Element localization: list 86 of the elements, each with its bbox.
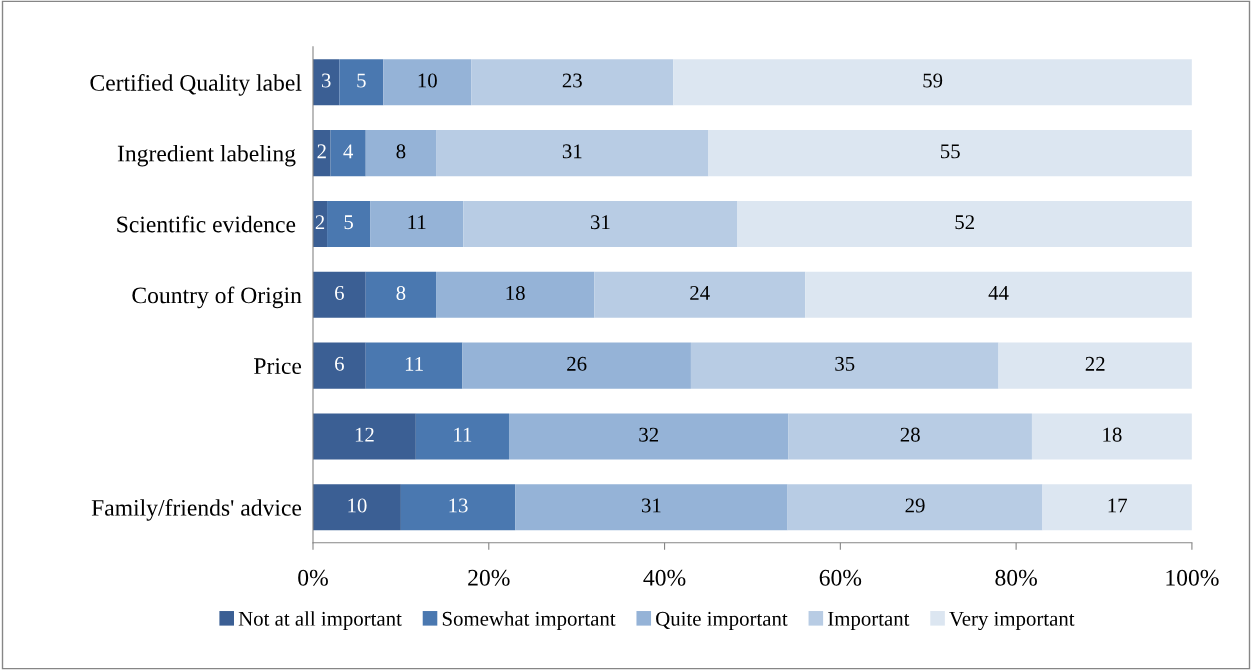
data-label: 52	[955, 215, 974, 230]
data-label: 11	[408, 215, 426, 229]
data-label: 23	[562, 73, 582, 88]
x-tick-label: 20%	[468, 569, 510, 586]
bar	[330, 130, 366, 177]
bar	[708, 130, 1192, 177]
bar	[690, 342, 999, 389]
x-tick-label: 0%	[298, 569, 328, 586]
legend-label: Somewhat important	[442, 611, 616, 631]
data-label: 11	[454, 427, 472, 442]
data-label: 4	[343, 144, 354, 159]
data-label: 5	[357, 73, 366, 88]
y-tick-label: Price	[254, 358, 302, 375]
legend-label: Quite important	[656, 611, 788, 631]
x-tick-label: 80%	[995, 569, 1037, 586]
bar	[805, 271, 1192, 318]
bar	[313, 59, 340, 106]
data-label: 13	[449, 498, 468, 513]
legend-label: Very important	[949, 611, 1075, 631]
bar	[365, 342, 463, 389]
data-label: 44	[988, 286, 1009, 300]
bar	[1042, 484, 1192, 531]
data-label: 31	[641, 498, 661, 513]
data-label: 6	[335, 356, 344, 371]
data-label: 26	[567, 356, 587, 371]
data-label: 28	[900, 427, 920, 442]
data-label: 10	[418, 73, 437, 88]
y-tick-label: Family/friends' advice	[91, 498, 302, 521]
bar	[998, 342, 1192, 389]
bar	[313, 484, 401, 531]
data-label: 3	[321, 73, 331, 88]
x-tick-label: 60%	[819, 569, 862, 586]
data-label: 11	[405, 356, 423, 371]
bar	[594, 271, 806, 318]
bar	[365, 271, 437, 318]
data-label: 35	[835, 356, 855, 371]
data-label: 8	[396, 144, 406, 159]
bar	[463, 200, 738, 247]
bar	[400, 484, 516, 531]
bar	[462, 342, 691, 389]
y-tick-label: Ingredient labeling	[117, 144, 296, 167]
x-tick-label: 100%	[1166, 569, 1219, 586]
data-label: 24	[690, 286, 710, 300]
bar	[1031, 413, 1192, 460]
y-tick-label: Certified Quality label	[90, 74, 302, 96]
legend-label: Not at all important	[238, 611, 402, 631]
bar	[313, 413, 416, 460]
bar	[471, 59, 674, 106]
bar	[415, 413, 509, 460]
data-label: 5	[344, 215, 353, 230]
y-tick-label: Scientific evidence	[117, 215, 296, 233]
data-label: 22	[1085, 356, 1105, 371]
bar	[787, 484, 1043, 531]
bar	[673, 59, 1192, 106]
data-label: 2	[315, 215, 325, 229]
data-label: 12	[355, 427, 374, 442]
data-label: 2	[317, 144, 326, 159]
bar	[383, 59, 472, 106]
data-label: 59	[923, 73, 943, 88]
data-label: 18	[1103, 427, 1122, 442]
data-label: 32	[639, 427, 659, 442]
bar	[788, 413, 1032, 460]
data-label: 31	[590, 215, 610, 230]
data-label: 8	[396, 285, 406, 301]
bar	[436, 271, 595, 318]
bar	[436, 130, 709, 177]
bar	[365, 130, 437, 177]
bar	[339, 59, 384, 106]
bar	[737, 200, 1192, 247]
x-tick-label: 40%	[643, 569, 686, 586]
data-label: 55	[941, 144, 960, 159]
data-label: 29	[905, 498, 925, 513]
bar	[370, 200, 464, 247]
bar	[515, 484, 788, 531]
bar	[327, 200, 371, 247]
y-tick-label: Country of Origin	[132, 286, 302, 309]
bar	[313, 271, 366, 318]
data-label: 17	[1108, 498, 1128, 513]
bar	[509, 413, 789, 460]
data-label: 10	[348, 498, 367, 513]
data-label: 31	[562, 144, 582, 159]
legend-label: Important	[828, 611, 910, 631]
data-label: 6	[335, 286, 344, 301]
bar	[313, 342, 366, 389]
bar	[313, 130, 331, 177]
data-label: 18	[506, 285, 525, 301]
